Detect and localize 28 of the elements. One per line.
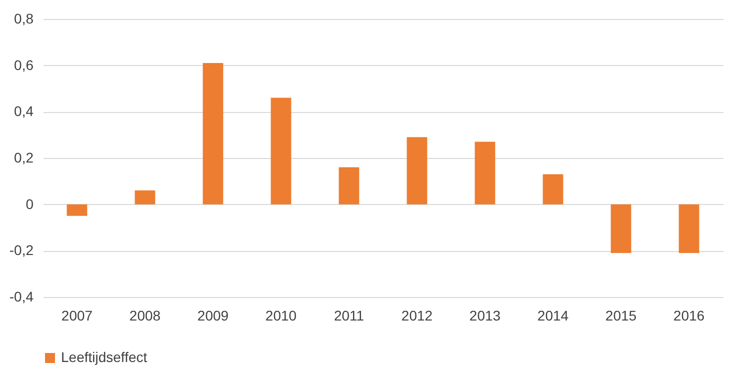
x-tick-label: 2007 bbox=[61, 308, 93, 324]
x-tick-label: 2016 bbox=[673, 308, 705, 324]
y-tick-label: 0,8 bbox=[14, 10, 34, 26]
y-tick-label: 0,2 bbox=[14, 150, 34, 166]
y-tick-label: 0 bbox=[26, 196, 34, 212]
x-tick-label: 2010 bbox=[265, 308, 297, 324]
x-tick-label: 2012 bbox=[401, 308, 433, 324]
bar bbox=[406, 137, 428, 204]
bar bbox=[270, 98, 292, 204]
x-tick-label: 2009 bbox=[197, 308, 229, 324]
y-tick-label: -0,2 bbox=[9, 242, 34, 258]
bar bbox=[134, 190, 156, 204]
bar bbox=[542, 174, 564, 204]
x-tick-label: 2013 bbox=[469, 308, 501, 324]
y-tick-label: 0,4 bbox=[14, 103, 34, 120]
y-tick-label: -0,4 bbox=[9, 288, 34, 304]
bar bbox=[474, 142, 496, 204]
bar bbox=[338, 167, 360, 204]
bar bbox=[202, 63, 224, 204]
x-tick-label: 2015 bbox=[605, 308, 637, 324]
x-tick-label: 2008 bbox=[129, 308, 161, 324]
bar bbox=[610, 204, 632, 253]
bar bbox=[678, 204, 700, 253]
y-tick-label: 0,6 bbox=[14, 56, 34, 73]
x-tick-label: 2011 bbox=[334, 308, 364, 324]
bar bbox=[66, 204, 88, 216]
legend-label: Leeftijdseffect bbox=[61, 349, 148, 365]
x-tick-label: 2014 bbox=[537, 308, 569, 324]
